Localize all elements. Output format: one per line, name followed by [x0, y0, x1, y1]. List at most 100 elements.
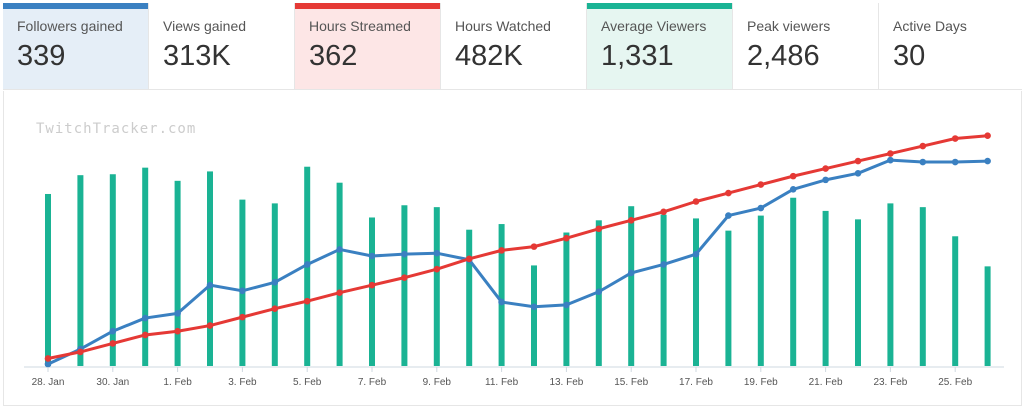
stat-card-followers-gained[interactable]: Followers gained 339 — [3, 3, 149, 90]
point-series-1-22 — [757, 204, 765, 212]
point-series-2-5 — [206, 322, 214, 329]
point-series-1-4 — [174, 310, 181, 317]
point-series-2-7 — [271, 305, 279, 312]
x-tick-label: 19. Feb — [744, 377, 778, 388]
chart-panel: TwitchTracker.com 28. Jan 30. Jan 1. Feb 3. … — [3, 91, 1022, 406]
point-series-2-23 — [789, 172, 797, 180]
point-series-2-15 — [530, 243, 538, 250]
x-tick-label: 30. Jan — [96, 377, 129, 388]
x-tick-label: 9. Feb — [423, 377, 452, 388]
bar-17-feb — [693, 218, 699, 366]
point-series-2-10 — [368, 281, 376, 289]
x-tick-label: 5. Feb — [293, 377, 322, 388]
stat-value: 313K — [163, 40, 231, 72]
stat-accent-bar — [3, 3, 148, 9]
point-series-1-23 — [789, 185, 797, 193]
bar-9-feb — [433, 207, 440, 366]
point-series-1-0 — [44, 360, 52, 368]
x-tick-label: 7. Feb — [358, 377, 387, 388]
point-series-2-24 — [822, 165, 829, 172]
point-series-1-7 — [271, 279, 279, 286]
stat-label: Hours Watched — [455, 18, 551, 34]
stat-label: Peak viewers — [747, 18, 831, 34]
bar-20-feb — [790, 197, 797, 366]
point-series-2-6 — [239, 313, 246, 321]
stats-bar: Followers gained 339 Views gained 313K Hours… — [3, 3, 1024, 90]
point-series-2-28 — [951, 135, 959, 142]
point-series-2-0 — [44, 355, 52, 362]
stat-card-peak-viewers[interactable]: Peak viewers 2,486 — [733, 3, 879, 90]
point-series-1-29 — [984, 157, 991, 165]
point-series-2-20 — [692, 198, 700, 205]
bar-18-feb — [725, 230, 732, 366]
point-series-2-8 — [303, 297, 311, 305]
point-series-2-3 — [141, 331, 149, 339]
point-series-2-27 — [919, 142, 927, 150]
point-series-2-25 — [854, 157, 862, 165]
bar-6-feb — [336, 182, 343, 366]
stat-card-views-gained[interactable]: Views gained 313K — [149, 3, 295, 90]
point-series-2-17 — [595, 225, 603, 233]
point-series-2-1 — [77, 348, 84, 356]
x-tick-label: 15. Feb — [614, 377, 648, 388]
bar-2-feb — [207, 171, 213, 366]
point-series-1-25 — [854, 170, 862, 177]
point-series-1-12 — [433, 249, 441, 257]
point-series-1-17 — [595, 288, 603, 296]
point-series-2-22 — [757, 181, 765, 188]
bar-12-feb — [531, 265, 537, 366]
stat-value: 339 — [17, 40, 66, 72]
point-series-1-24 — [822, 176, 829, 184]
stat-card-hours-streamed[interactable]: Hours Streamed 362 — [295, 3, 441, 90]
bar-25-feb — [952, 236, 959, 366]
line-series-2 — [47, 134, 988, 360]
bar-30-jan — [109, 174, 116, 366]
bar-16-feb — [660, 214, 667, 366]
point-series-1-10 — [368, 252, 376, 260]
bar-15-feb — [628, 206, 635, 366]
chart-svg: TwitchTracker.com 28. Jan 30. Jan 1. Feb 3. … — [24, 121, 1004, 388]
x-tick-label: 21. Feb — [809, 377, 843, 388]
point-series-2-21 — [725, 189, 732, 197]
point-series-1-16 — [563, 301, 570, 309]
point-series-1-3 — [141, 314, 149, 322]
x-tick-label: 17. Feb — [679, 377, 713, 388]
x-tick-label: 11. Feb — [485, 377, 519, 388]
stat-value: 1,331 — [601, 40, 674, 72]
point-series-2-29 — [984, 132, 991, 139]
point-series-2-12 — [433, 265, 441, 273]
point-series-2-4 — [174, 327, 181, 335]
bar-11-feb — [498, 224, 505, 366]
stat-card-active-days[interactable]: Active Days 30 — [879, 3, 1022, 90]
stat-card-average-viewers[interactable]: Average Viewers 1,331 — [587, 3, 733, 90]
x-tick-label: 25. Feb — [938, 377, 972, 388]
point-series-1-26 — [887, 156, 894, 164]
x-tick-label: 28. Jan — [32, 377, 65, 388]
point-series-1-28 — [951, 158, 959, 166]
point-series-1-15 — [530, 303, 538, 311]
point-series-2-19 — [660, 208, 667, 216]
bar-23-feb — [887, 203, 894, 366]
point-series-1-2 — [109, 327, 117, 335]
point-series-2-14 — [498, 247, 505, 254]
watermark: TwitchTracker.com — [36, 121, 196, 137]
point-series-2-13 — [465, 255, 473, 263]
point-series-1-11 — [401, 250, 408, 258]
point-series-2-18 — [627, 217, 635, 224]
point-series-1-5 — [206, 281, 214, 289]
x-tick-label: 3. Feb — [228, 377, 257, 388]
line-series-1 — [47, 158, 988, 366]
stat-value: 30 — [893, 40, 926, 72]
bar-22-feb — [855, 219, 861, 366]
point-series-1-8 — [303, 261, 311, 268]
point-series-1-27 — [919, 158, 927, 166]
point-series-1-6 — [239, 287, 246, 295]
x-tick-label: 23. Feb — [873, 377, 907, 388]
bar-19-feb — [757, 215, 764, 366]
bar-3-feb — [239, 199, 246, 366]
bar-10-feb — [466, 229, 473, 366]
stat-value: 482K — [455, 40, 523, 72]
stat-accent-bar — [587, 3, 732, 9]
stat-card-hours-watched[interactable]: Hours Watched 482K — [441, 3, 587, 90]
x-tick-label: 1. Feb — [163, 377, 192, 388]
